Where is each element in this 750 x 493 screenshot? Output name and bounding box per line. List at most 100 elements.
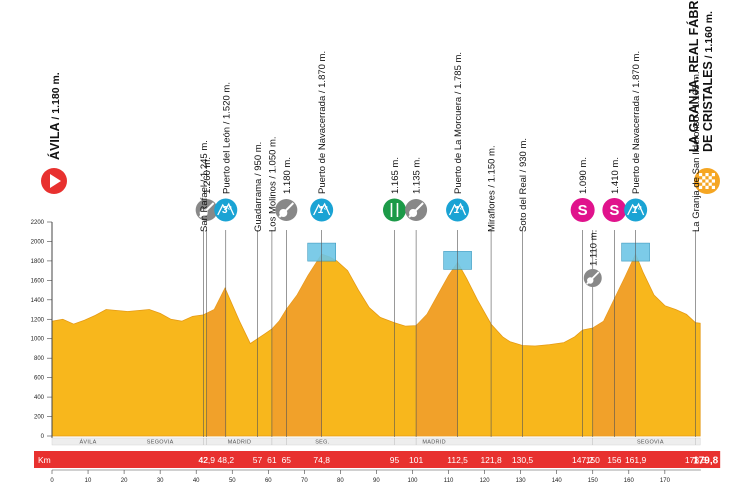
km-marker: 150: [586, 455, 600, 465]
waypoint-label: Soto del Real / 930 m.: [518, 138, 529, 232]
finish-check: [699, 179, 703, 183]
intermediate-icon-slash: [198, 202, 215, 218]
finish-check: [708, 182, 712, 186]
province-label: SEG.: [315, 439, 330, 445]
finish-check: [705, 173, 709, 177]
start-name: ÁVILA / 1.180 m.: [47, 72, 62, 160]
finish-check: [702, 182, 706, 186]
y-tick-label: 2200: [31, 220, 45, 226]
intermediate-icon-slash: [586, 271, 600, 285]
km-marker: 48,2: [218, 455, 235, 465]
waypoint-label: 1.135 m.: [412, 157, 423, 194]
x-tick-label: 120: [480, 478, 491, 484]
y-tick-label: 400: [34, 395, 45, 401]
province-strip: [51, 437, 701, 446]
waypoint-label: Puerto del León / 1.520 m.: [221, 82, 232, 194]
y-tick-label: 2000: [31, 240, 45, 246]
km-marker: 42: [199, 455, 209, 465]
climb-category: 3ª: [222, 205, 232, 216]
province-label: MADRID: [228, 439, 252, 445]
finish-name-line1: LA GRANJA. REAL FÁBRICA: [686, 0, 701, 152]
mountain-shape: [627, 202, 645, 216]
km-marker: 178,5: [685, 455, 707, 465]
y-tick-label: 1000: [31, 337, 45, 343]
km-marker: 95: [390, 455, 400, 465]
waypoint-label: Los Molinos / 1.050 m.: [267, 136, 278, 232]
x-tick-label: 40: [193, 478, 200, 484]
finish-check: [711, 173, 715, 177]
x-tick-label: 70: [301, 478, 308, 484]
climb-category: 1ª: [632, 205, 642, 216]
x-tick-label: 90: [373, 478, 380, 484]
km-marker: 61: [267, 455, 277, 465]
km-marker: 121,8: [480, 455, 502, 465]
finish-check: [699, 185, 703, 189]
waypoint-label: San Rafael / 1.245 m.: [199, 140, 210, 232]
sprint-letter: S: [609, 202, 619, 219]
x-tick-label: 140: [552, 478, 563, 484]
finish-check: [705, 185, 709, 189]
km-marker: 112,5: [447, 455, 468, 465]
x-tick-label: 60: [265, 478, 272, 484]
km-marker: 74,8: [313, 455, 330, 465]
x-tick-label: 10: [85, 478, 92, 484]
y-tick-label: 1200: [31, 317, 45, 323]
x-tick-label: 170: [660, 478, 671, 484]
x-tick-label: 80: [337, 478, 344, 484]
intermediate-icon-slash: [408, 202, 424, 218]
finish-check: [702, 176, 706, 180]
km-marker: 57: [253, 455, 263, 465]
waypoint-label: 1.090 m.: [578, 157, 589, 194]
waypoint-label: 1.410 m.: [610, 157, 621, 194]
finish-check: [711, 185, 715, 189]
finish-check: [699, 173, 703, 177]
climb-band: [416, 262, 458, 436]
y-tick-label: 200: [34, 415, 45, 421]
waypoint-label: 1.110 m.: [588, 230, 599, 266]
km-marker: 101: [409, 455, 423, 465]
x-tick-label: 110: [444, 478, 454, 484]
climb-band: [271, 254, 322, 436]
x-tick-label: 130: [516, 478, 527, 484]
intermediate-icon-slash: [278, 202, 295, 218]
waypoint-label: Miraflores / 1.150 m.: [487, 145, 498, 232]
km-bar-label: Km: [38, 455, 51, 465]
start-arrow: [50, 174, 61, 188]
km-bar: [34, 451, 721, 468]
mountain-shape: [448, 202, 467, 216]
km-marker: 130,5: [512, 455, 534, 465]
province-label: ÁVILA: [79, 438, 96, 445]
sprint-icon: [602, 198, 627, 222]
feed-zone-icon: [382, 198, 406, 222]
waypoint-label: Guadarrama / 950 m.: [253, 142, 264, 232]
y-tick-label: 600: [34, 376, 45, 382]
km-marker: 65: [282, 455, 292, 465]
waypoint-label: Puerto de La Morcuera / 1.785 m.: [453, 52, 464, 194]
y-tick-label: 1800: [31, 259, 45, 265]
climb-category: 1ª: [318, 205, 328, 216]
x-tick-label: 160: [624, 478, 635, 484]
km-marker: 42,9: [198, 455, 215, 465]
y-tick-label: 1400: [31, 298, 45, 304]
km-marker: 161,9: [625, 455, 647, 465]
km-marker: 156: [607, 455, 621, 465]
climb-category: 1ª: [454, 205, 464, 216]
km-total: 179,8: [693, 456, 718, 467]
waypoint-label: 1.180 m.: [282, 157, 293, 194]
x-tick-label: 30: [157, 478, 164, 484]
km-marker: 147,2: [572, 455, 594, 465]
sprint-icon: [570, 198, 595, 222]
y-tick-label: 800: [34, 356, 45, 362]
finish-check: [705, 179, 709, 183]
province-label: MADRID: [422, 439, 446, 445]
waypoint-label: 1.260 m.: [202, 157, 213, 194]
x-tick-label: 20: [121, 478, 128, 484]
finish-check: [708, 176, 712, 180]
cutlery-shape: [390, 203, 399, 217]
waypoint-label: Puerto de Navacerrada / 1.870 m.: [317, 51, 328, 194]
mountain-shape: [313, 202, 331, 216]
waypoint-label: Puerto de Navacerrada / 1.870 m.: [631, 51, 642, 194]
waypoint-label: 1.165 m.: [390, 157, 401, 194]
waypoint-label: La Granja de San Ildefonso / 1.165 m.: [691, 71, 702, 232]
